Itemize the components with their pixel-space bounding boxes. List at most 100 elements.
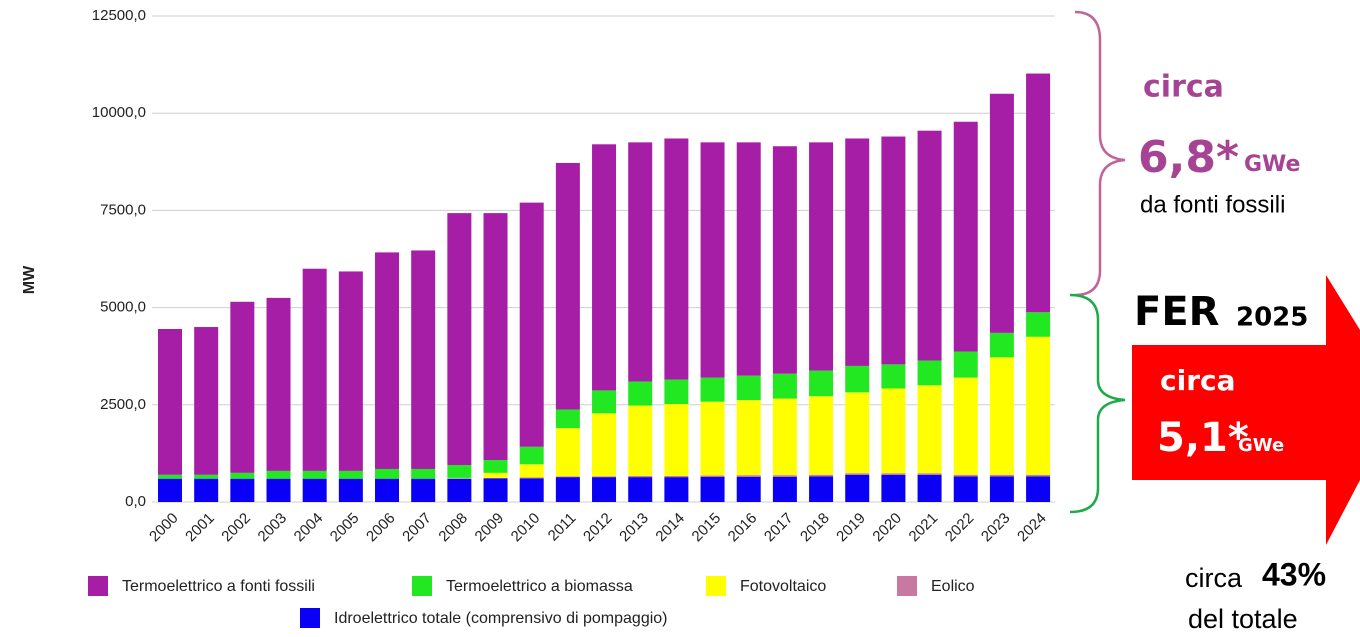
bar-segment (302, 470, 327, 479)
bar-segment (266, 478, 291, 502)
annotation: 6,8* (1138, 132, 1239, 183)
bar-segment (917, 385, 942, 474)
bar-segment (736, 400, 761, 476)
y-axis-label: MW (21, 265, 38, 294)
bar-segment (519, 478, 544, 502)
bar-segment (1026, 73, 1051, 313)
legend-swatch (412, 576, 432, 596)
x-tick-label: 2018 (797, 510, 833, 546)
bar-segment (555, 477, 580, 502)
bar-segment (375, 252, 400, 469)
fossil-bracket (1074, 10, 1126, 297)
bar-segment (700, 377, 725, 402)
x-tick-label: 2017 (761, 510, 797, 546)
bar-segment (953, 351, 978, 378)
bar-segment (194, 478, 219, 502)
bar-segment (845, 138, 870, 366)
annotation: del totale (1188, 604, 1298, 634)
annotation: 43% (1262, 556, 1326, 592)
annotation: 5,1* (1157, 415, 1249, 461)
bar-segment (700, 401, 725, 476)
annotation: da fonti fossili (1140, 191, 1285, 218)
bar-segment (917, 473, 942, 475)
bar-segment (917, 360, 942, 386)
bar-segment (772, 398, 797, 476)
bar-segment (664, 379, 689, 405)
fer-bracket (1069, 293, 1126, 514)
bar-segment (411, 250, 436, 469)
bar-segment (628, 381, 653, 406)
bar-segment (881, 474, 906, 502)
x-tick-label: 2016 (725, 510, 761, 546)
bar-segment (736, 375, 761, 401)
x-tick-label: 2012 (580, 510, 616, 546)
bar-segment (953, 121, 978, 352)
bar-segment (736, 142, 761, 376)
y-tick-label: 2500,0 (100, 396, 146, 413)
annotation: GWe (1244, 152, 1300, 177)
x-tick-label: 2013 (616, 510, 652, 546)
bar-segment (953, 474, 978, 477)
bar-segment (592, 476, 617, 478)
bar-segment (845, 365, 870, 393)
bar-segment (917, 130, 942, 361)
bar-segment (989, 357, 1014, 475)
bar-segment (881, 388, 906, 474)
annotation: 2025 (1236, 303, 1308, 333)
bar-segment (809, 142, 834, 371)
x-tick-label: 2007 (399, 510, 435, 546)
bar-segment (411, 468, 436, 479)
x-tick-label: 2009 (472, 510, 508, 546)
bar-segment (555, 428, 580, 477)
annotation: circa (1185, 563, 1243, 593)
bar-segment (302, 478, 327, 502)
bar-segment (375, 468, 400, 479)
bar-segment (483, 213, 508, 461)
bar-segment (266, 297, 291, 471)
bar-segment (772, 475, 797, 477)
legend-swatch (88, 576, 108, 596)
x-tick-label: 2015 (689, 510, 725, 546)
bar-segment (375, 478, 400, 502)
bar-segment (483, 460, 508, 473)
bar-segment (158, 328, 182, 475)
bar-segment (519, 464, 544, 478)
x-tick-label: 2005 (327, 510, 363, 546)
x-tick-label: 2001 (182, 510, 218, 546)
bar-segment (555, 409, 580, 429)
x-tick-label: 2003 (255, 510, 291, 546)
bar-segment (1026, 476, 1051, 502)
bar-segment (953, 476, 978, 502)
x-tick-label: 2020 (869, 510, 905, 546)
bar-segment (700, 475, 725, 477)
bar-segment (664, 475, 689, 478)
bar-segment (845, 392, 870, 474)
x-tick-label: 2019 (833, 510, 869, 546)
y-tick-label: 7500,0 (100, 201, 146, 218)
legend-swatch (706, 576, 726, 596)
bar-segment (447, 478, 472, 502)
bar-segment (158, 478, 182, 502)
bar-segment (809, 370, 834, 397)
x-tick-label: 2023 (978, 510, 1014, 546)
bar-segment (483, 478, 508, 502)
annotation: circa (1143, 70, 1224, 105)
bar-segment (700, 142, 725, 378)
x-tick-label: 2021 (906, 510, 942, 546)
bar-segment (845, 473, 870, 475)
bar-segment (845, 474, 870, 502)
bar-segment (447, 465, 472, 478)
bar-segment (664, 404, 689, 476)
annotation: GWe (1238, 435, 1284, 456)
x-tick-label: 2022 (942, 510, 978, 546)
bar-segment (519, 477, 544, 479)
annotation: FER (1134, 289, 1219, 335)
bar-segment (338, 470, 363, 479)
legend-label: Termoelettrico a fonti fossili (122, 578, 315, 595)
x-tick-label: 2024 (1014, 510, 1050, 546)
bar-segment (809, 396, 834, 475)
bar-segment (809, 474, 834, 477)
x-tick-label: 2006 (363, 510, 399, 546)
bar-segment (1026, 336, 1051, 475)
